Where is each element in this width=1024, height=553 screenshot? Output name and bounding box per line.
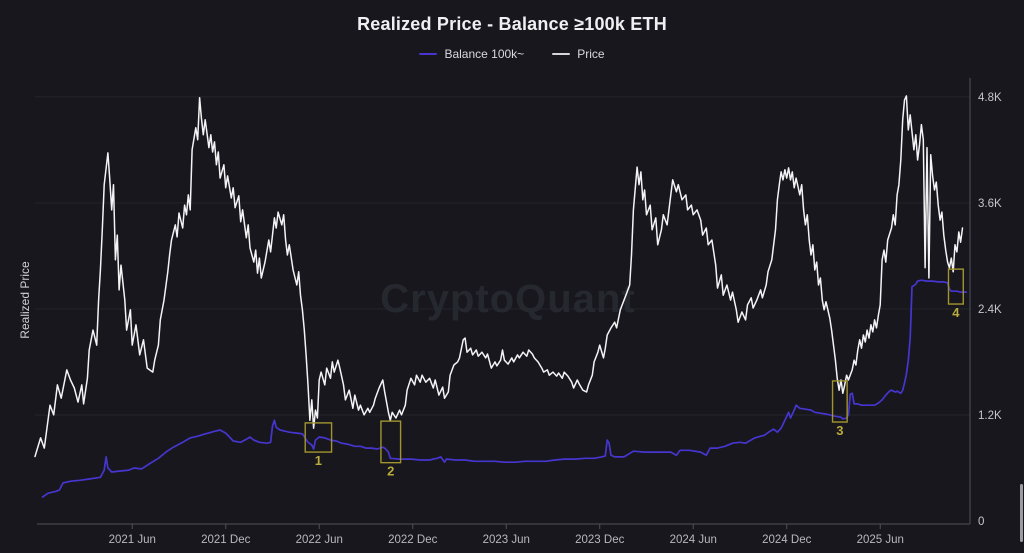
- y-tick-label-1-2k: 1.2K: [978, 410, 1002, 422]
- chart-legend: Balance 100k~ Price: [0, 47, 1024, 61]
- annotation-label-4: 4: [952, 305, 960, 320]
- chart-title: Realized Price - Balance ≥100k ETH: [357, 14, 667, 34]
- annotation-box-2: [380, 420, 402, 464]
- annotation-box-3: [831, 380, 848, 423]
- x-tick-label-2022-jun: 2022 Jun: [296, 534, 343, 546]
- series-balance-100k-line: [41, 279, 968, 498]
- annotations: 1 2 3 4: [304, 268, 964, 479]
- legend-label-balance: Balance 100k~: [444, 47, 525, 61]
- legend-item-balance[interactable]: Balance 100k~: [419, 47, 524, 61]
- annotation-label-1: 1: [315, 453, 322, 468]
- cryptoquant-watermark: CryptoQuant: [380, 277, 635, 321]
- price-line-swatch-icon: [552, 52, 571, 56]
- y-tick-label-4-8k: 4.8K: [978, 92, 1002, 104]
- x-tick-label-2025-jun: 2025 Jun: [857, 534, 904, 546]
- legend-label-price: Price: [577, 47, 605, 61]
- annotation-label-3: 3: [836, 423, 843, 438]
- y-tick-label-3-6k: 3.6K: [978, 198, 1002, 210]
- x-tick-label-2023-jun: 2023 Jun: [483, 534, 530, 546]
- x-tick-label-2023-dec: 2023 Dec: [575, 534, 624, 546]
- x-tick-label-2021-dec: 2021 Dec: [201, 534, 250, 546]
- annotation-box-4: [947, 268, 964, 305]
- x-tick-label-2024-dec: 2024 Dec: [762, 534, 811, 546]
- x-tick-label-2024-jun: 2024 Jun: [670, 534, 717, 546]
- y-tick-label-2-4k: 2.4K: [978, 304, 1002, 316]
- x-tick-label-2022-dec: 2022 Dec: [388, 534, 437, 546]
- series-price-line: [34, 95, 964, 458]
- annotation-box-1: [304, 422, 333, 453]
- gridlines: [35, 96, 970, 416]
- y-tick-label-0: 0: [978, 516, 984, 528]
- x-tick-label-2021-jun: 2021 Jun: [109, 534, 156, 546]
- balance-line-swatch-icon: [419, 52, 438, 56]
- axes: 2021 Jun 2021 Dec 2022 Jun 2022 Dec 2023 Jun…: [37, 78, 1002, 546]
- series-lines: [34, 95, 968, 498]
- scrollbar-thumb[interactable]: [1020, 484, 1023, 542]
- annotation-label-2: 2: [387, 464, 394, 479]
- legend-item-price[interactable]: Price: [552, 47, 605, 61]
